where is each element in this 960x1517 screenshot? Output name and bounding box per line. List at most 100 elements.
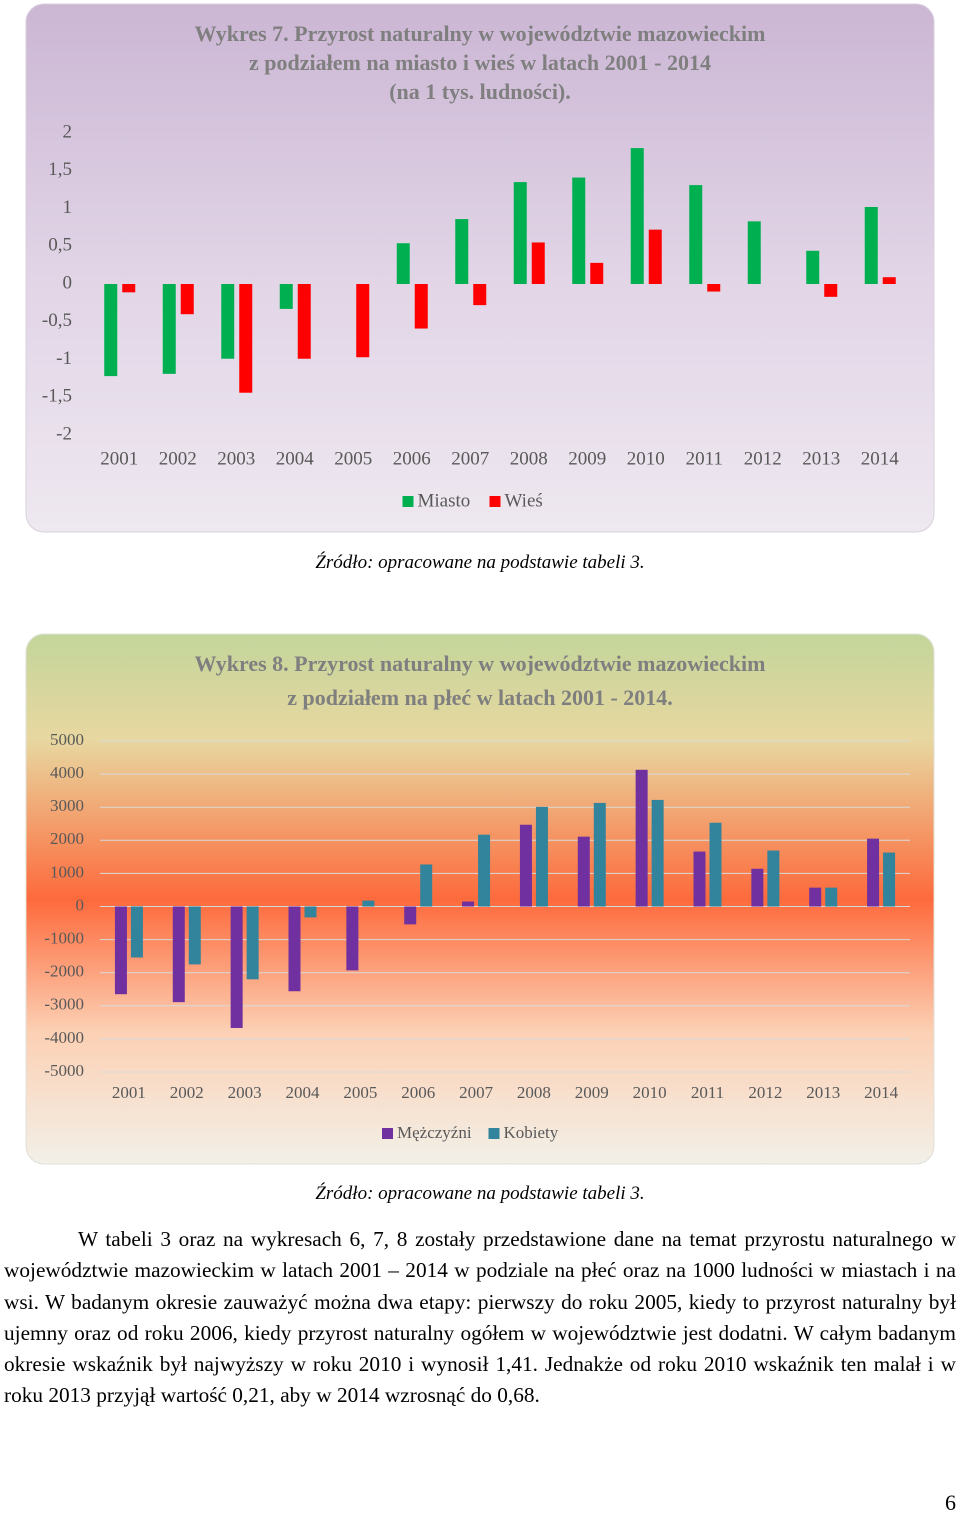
bar <box>162 284 176 374</box>
x-tick-label: 2014 <box>864 1083 899 1102</box>
x-tick-label: 2003 <box>228 1083 262 1102</box>
bar <box>462 901 475 907</box>
bar <box>535 806 548 907</box>
bar <box>531 242 545 284</box>
x-tick-label: 2002 <box>170 1083 204 1102</box>
bar <box>414 284 428 329</box>
legend-swatch <box>488 1128 500 1139</box>
y-tick-label: -0,5 <box>42 310 72 331</box>
bar <box>648 229 662 284</box>
x-tick-label: 2005 <box>334 448 372 469</box>
bar <box>304 906 317 918</box>
bar <box>747 221 761 284</box>
source: Źródło: opracowane na podstawie tabeli 3… <box>315 552 645 573</box>
bar <box>882 277 896 284</box>
y-tick-label: -5000 <box>44 1061 84 1080</box>
x-tick-label: 2001 <box>100 448 138 469</box>
x-tick-label: 2013 <box>802 448 840 469</box>
x-tick-label: 2001 <box>112 1083 146 1102</box>
x-tick-label: 2008 <box>510 448 548 469</box>
bar <box>767 850 780 907</box>
bar <box>825 887 838 907</box>
x-tick-label: 2002 <box>159 448 197 469</box>
bar <box>693 851 706 907</box>
bar <box>188 906 201 965</box>
bar <box>689 185 703 284</box>
chart-title: (na 1 tys. ludności). <box>389 79 571 104</box>
bar <box>356 284 370 358</box>
bar <box>172 906 185 1003</box>
bar <box>180 284 194 315</box>
chart-title: z podziałem na miasto i wieś w latach 20… <box>249 50 711 75</box>
bar <box>809 887 822 907</box>
x-tick-label: 2004 <box>286 1083 321 1102</box>
y-tick-label: -2 <box>56 423 72 444</box>
y-tick-label: 1 <box>63 197 73 218</box>
bar <box>114 906 127 995</box>
bar <box>590 262 604 284</box>
x-tick-label: 2014 <box>861 448 900 469</box>
bar <box>651 799 664 907</box>
legend-label: Kobiety <box>504 1123 559 1142</box>
x-tick-label: 2012 <box>748 1083 782 1102</box>
bar <box>519 824 532 907</box>
legend-swatch <box>489 496 501 507</box>
y-tick-label: -2000 <box>44 962 84 981</box>
bar <box>572 177 586 284</box>
page-number: 6 <box>945 1490 956 1515</box>
y-tick-label: 4000 <box>50 763 84 782</box>
x-tick-label: 2011 <box>686 448 723 469</box>
bar <box>709 822 722 907</box>
bar <box>824 284 838 297</box>
bar <box>806 250 820 284</box>
y-tick-label: 5000 <box>50 730 84 749</box>
y-tick-label: -1000 <box>44 929 84 948</box>
y-tick-label: -4000 <box>44 1028 84 1047</box>
y-tick-label: -3000 <box>44 995 84 1014</box>
bar <box>404 906 417 925</box>
bar <box>362 900 375 907</box>
bar <box>130 906 143 958</box>
chart-title: z podziałem na płeć w latach 2001 - 2014… <box>287 685 673 710</box>
bar <box>346 906 359 971</box>
bar <box>883 852 896 907</box>
x-tick-label: 2007 <box>459 1083 494 1102</box>
x-tick-label: 2008 <box>517 1083 551 1102</box>
y-tick-label: 2000 <box>50 829 84 848</box>
bar <box>279 284 293 309</box>
x-tick-label: 2011 <box>691 1083 724 1102</box>
bar <box>288 906 301 992</box>
x-tick-label: 2006 <box>393 448 431 469</box>
bar <box>473 284 487 306</box>
x-tick-label: 2012 <box>744 448 782 469</box>
bar <box>221 284 235 359</box>
bar <box>864 206 878 284</box>
x-tick-label: 2009 <box>568 448 606 469</box>
bar <box>104 284 118 377</box>
legend-label: Wieś <box>505 490 543 511</box>
x-tick-label: 2007 <box>451 448 489 469</box>
y-tick-label: 1,5 <box>48 159 72 180</box>
bar <box>420 864 433 907</box>
legend-label: Mężczyźni <box>397 1123 472 1142</box>
x-tick-label: 2010 <box>633 1083 667 1102</box>
y-tick-label: -1,5 <box>42 386 72 407</box>
bar <box>478 834 491 907</box>
legend-swatch <box>402 496 414 507</box>
bar <box>707 284 721 292</box>
y-tick-label: 3000 <box>50 796 84 815</box>
bar <box>297 284 311 359</box>
bar <box>230 906 243 1028</box>
y-tick-label: 0,5 <box>48 235 72 256</box>
charts: Wykres 7. Przyrost naturalny w województ… <box>25 3 935 1165</box>
paragraph: W tabeli 3 oraz na wykresach 6, 7, 8 zos… <box>4 1227 956 1408</box>
chart-title: Wykres 8. Przyrost naturalny w województ… <box>195 651 766 676</box>
bar <box>751 868 764 907</box>
bar <box>246 906 259 980</box>
y-tick-label: 0 <box>76 895 85 914</box>
y-tick-label: 0 <box>63 272 73 293</box>
bar <box>577 836 590 907</box>
x-tick-label: 2003 <box>217 448 255 469</box>
chart-title: Wykres 7. Przyrost naturalny w województ… <box>195 21 766 46</box>
legend-label: Miasto <box>418 490 471 511</box>
